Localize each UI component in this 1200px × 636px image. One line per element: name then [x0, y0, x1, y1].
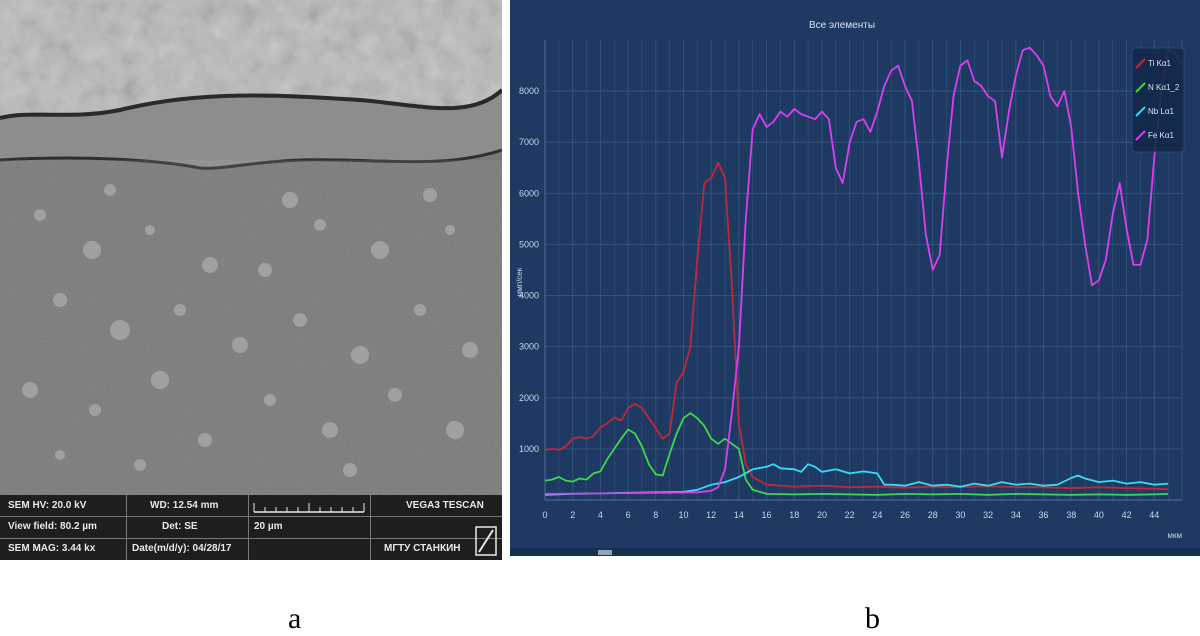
tescan-logo-icon	[475, 526, 497, 556]
legend-label: N Kα1_2	[1148, 83, 1180, 92]
sem-working-distance: WD: 12.54 mm	[150, 500, 219, 511]
x-tick-label: 42	[1122, 510, 1132, 520]
eds-line-profile-chart: Все элементы имп/сек мкм 0 2 4 6 8 10 12 14 16 18…	[510, 0, 1200, 556]
x-axis-label: мкм	[1168, 531, 1183, 540]
x-tick-label: 4	[598, 510, 603, 520]
caption-b: b	[865, 602, 880, 635]
sem-detector: Det: SE	[162, 521, 198, 532]
sem-instrument: VEGA3 TESCAN	[406, 500, 484, 511]
legend-label: Fe Kα1	[1148, 131, 1175, 140]
x-tick-label: 38	[1066, 510, 1076, 520]
x-tick-label: 34	[1011, 510, 1021, 520]
series-line-3	[544, 463, 1169, 496]
legend-swatch	[1135, 130, 1146, 141]
legend-box	[1131, 47, 1185, 153]
x-tick-label: 36	[1039, 510, 1049, 520]
legend-label: Ti Kα1	[1148, 59, 1172, 68]
x-tick-label: 26	[900, 510, 910, 520]
x-tick-label: 14	[734, 510, 744, 520]
sem-hv: SEM HV: 20.0 kV	[8, 500, 87, 511]
x-tick-label: 32	[983, 510, 993, 520]
x-tick-label: 44	[1149, 510, 1159, 520]
x-tick-label: 18	[789, 510, 799, 520]
series-line-4	[544, 46, 1183, 495]
x-tick-label: 20	[817, 510, 827, 520]
x-tick-label: 28	[928, 510, 938, 520]
series-line-1	[544, 161, 1169, 491]
sem-info-bar: SEM HV: 20.0 kV View field: 80.2 µm SEM …	[0, 495, 502, 560]
y-tick-label: 1000	[519, 444, 539, 454]
y-tick-label: 7000	[519, 137, 539, 147]
caption-a: a	[288, 602, 302, 635]
x-tick-label: 2	[570, 510, 575, 520]
x-tick-label: 24	[872, 510, 882, 520]
x-tick-label: 40	[1094, 510, 1104, 520]
sem-date: Date(m/d/y): 04/28/17	[132, 543, 232, 554]
sem-magnification: SEM MAG: 3.44 kx	[8, 543, 96, 554]
sem-scale-label: 20 µm	[254, 521, 283, 532]
x-tick-label: 6	[626, 510, 631, 520]
y-tick-label: 4000	[519, 291, 539, 301]
x-tick-label: 22	[845, 510, 855, 520]
sem-image	[0, 0, 502, 495]
y-tick-label: 6000	[519, 188, 539, 198]
chart-svg: Все элементы имп/сек мкм 0 2 4 6 8 10 12 14 16 18…	[510, 0, 1200, 556]
sem-view-field: View field: 80.2 µm	[8, 521, 97, 532]
legend-swatch	[1135, 82, 1146, 93]
x-tick-label: 8	[653, 510, 658, 520]
chart-title: Все элементы	[809, 20, 875, 31]
legend-swatch	[1135, 106, 1146, 117]
x-tick-label: 16	[762, 510, 772, 520]
y-tick-label: 5000	[519, 239, 539, 249]
x-tick-label: 10	[678, 510, 688, 520]
legend-swatch	[1135, 58, 1146, 69]
y-axis-label: имп/сек	[515, 267, 524, 296]
series-line-2	[544, 412, 1169, 496]
x-tick-label: 12	[706, 510, 716, 520]
y-tick-label: 2000	[519, 393, 539, 403]
sem-institution: МГТУ СТАНКИН	[384, 543, 461, 554]
y-tick-label: 3000	[519, 342, 539, 352]
sem-micrograph-panel: SEM HV: 20.0 kV View field: 80.2 µm SEM …	[0, 0, 502, 560]
x-tick-label: 0	[542, 510, 547, 520]
x-tick-label: 30	[955, 510, 965, 520]
sem-scale-bar	[253, 503, 365, 513]
y-tick-label: 8000	[519, 86, 539, 96]
legend-label: Nb Lα1	[1148, 107, 1175, 116]
sem-particles	[22, 184, 478, 477]
